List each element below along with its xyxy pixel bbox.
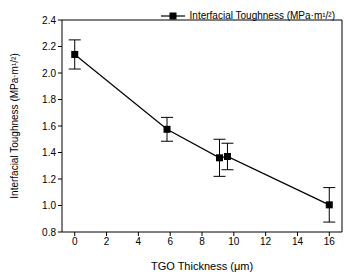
svg-text:10: 10	[228, 236, 240, 247]
svg-text:1.4: 1.4	[42, 147, 56, 158]
svg-text:6: 6	[167, 236, 173, 247]
svg-text:16: 16	[324, 236, 336, 247]
svg-text:0: 0	[72, 236, 78, 247]
svg-text:0.8: 0.8	[42, 227, 56, 238]
svg-text:14: 14	[292, 236, 304, 247]
svg-text:Interfacial Toughness (MPa·m¹/: Interfacial Toughness (MPa·m¹/²)	[9, 53, 20, 198]
svg-text:2.4: 2.4	[42, 15, 56, 26]
svg-text:4: 4	[136, 236, 142, 247]
svg-text:TGO Thickness (μm): TGO Thickness (μm)	[151, 260, 253, 272]
svg-text:1.2: 1.2	[42, 174, 56, 185]
svg-text:1.6: 1.6	[42, 121, 56, 132]
svg-text:1.0: 1.0	[42, 200, 56, 211]
svg-text:8: 8	[199, 236, 205, 247]
svg-text:12: 12	[260, 236, 272, 247]
svg-text:2.2: 2.2	[42, 41, 56, 52]
html-text:Interfacial Toughness (MPa·m¹/: Interfacial Toughness (MPa·m¹/²)	[189, 10, 335, 21]
svg-text:1.8: 1.8	[42, 94, 56, 105]
svg-text:2.0: 2.0	[42, 68, 56, 79]
svg-text:2: 2	[104, 236, 110, 247]
